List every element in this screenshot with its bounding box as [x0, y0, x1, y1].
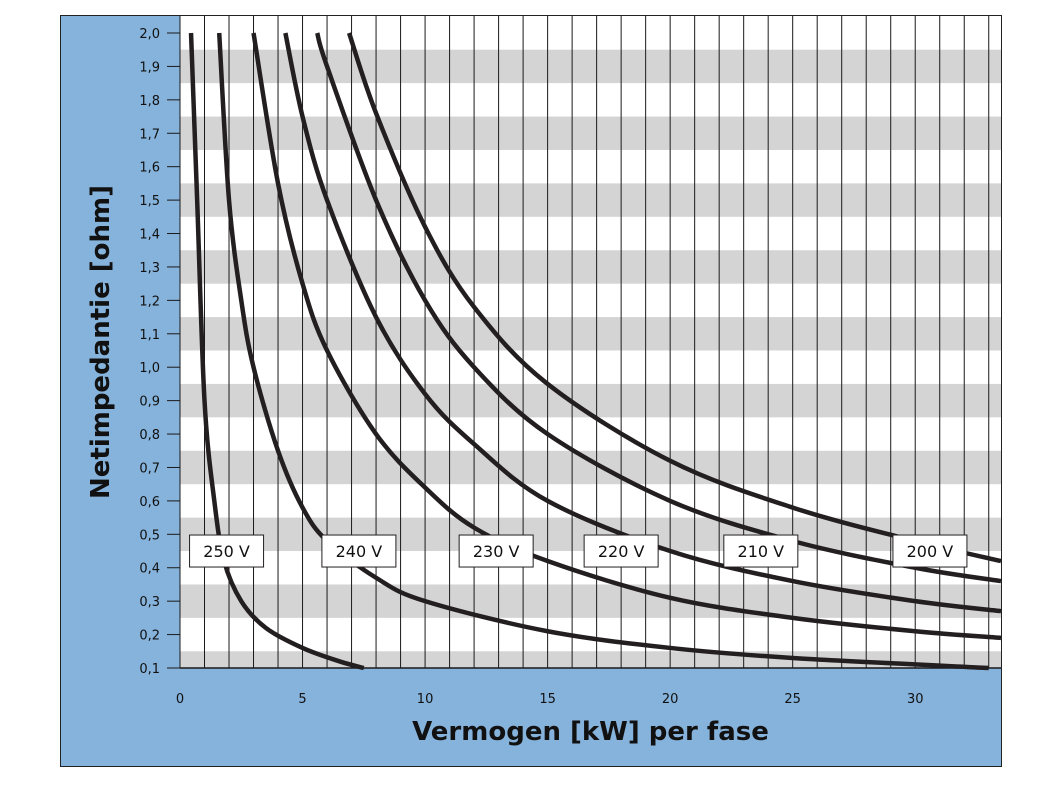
- series-label-4: 210 V: [723, 534, 799, 568]
- series-label-0: 250 V: [189, 534, 265, 568]
- series-label-text: 240 V: [336, 542, 383, 561]
- x-tick-label: 20: [662, 692, 679, 707]
- y-tick-labels: 0,1 0,2 0,3 0,4 0,5 0,6 0,7 0,8 0,9 1,0 1,1 1,2 1,3 1…: [139, 27, 180, 677]
- y-tick-label: 1,8: [139, 94, 160, 109]
- y-tick-label: 1,6: [139, 161, 160, 176]
- series-label-5: 200 V: [892, 534, 968, 568]
- grid-band: [180, 183, 1001, 217]
- y-tick-label: 1,4: [139, 228, 160, 243]
- x-tick-label: 30: [907, 692, 924, 707]
- grid-band: [180, 450, 1001, 485]
- series-label-box: [189, 534, 265, 568]
- chart-frame: 250 V 240 V 230 V 220 V 210 V 200 V 0,1 0,2 0,3…: [60, 15, 1002, 767]
- series-label-box: [723, 534, 799, 568]
- y-tick-label: 2,0: [139, 27, 160, 42]
- series-label-text: 200 V: [907, 542, 954, 561]
- series-label-3: 220 V: [583, 534, 659, 568]
- grid-band: [180, 49, 1001, 84]
- y-tick-label: 0,3: [139, 595, 160, 610]
- x-tick-label: 10: [417, 692, 434, 707]
- y-tick-label: 1,2: [139, 294, 160, 309]
- grid-band: [180, 116, 1001, 150]
- y-tick-label: 1,0: [139, 361, 160, 376]
- y-tick-label: 0,4: [139, 562, 160, 577]
- series-label-text: 250 V: [203, 542, 250, 561]
- y-tick-label: 1,9: [139, 60, 160, 75]
- grid-band: [180, 317, 1001, 351]
- grid-band: [180, 584, 1001, 618]
- y-tick-label: 0,1: [139, 662, 160, 677]
- y-tick-label: 1,5: [139, 194, 160, 209]
- series-line-3: [283, 32, 1002, 614]
- series-label-text: 230 V: [473, 542, 520, 561]
- series-label-box: [892, 534, 968, 568]
- y-tick-label: 0,7: [139, 461, 160, 476]
- impedance-chart: 250 V 240 V 230 V 220 V 210 V 200 V 0,1 0,2 0,3…: [86, 16, 1002, 747]
- y-tick-label: 1,3: [139, 261, 160, 276]
- y-tick-label: 0,2: [139, 629, 160, 644]
- x-tick-label: 15: [539, 692, 556, 707]
- y-tick-label: 1,7: [139, 127, 160, 142]
- y-tick-label: 0,5: [139, 528, 160, 543]
- x-tick-label: 25: [784, 692, 801, 707]
- series-line-4: [315, 32, 1002, 584]
- y-tick-label: 0,9: [139, 395, 160, 410]
- grid-bands: [180, 16, 1001, 668]
- series-label-2: 230 V: [458, 534, 534, 568]
- x-tick-label: 5: [298, 692, 306, 707]
- series-label-box: [458, 534, 534, 568]
- series-label-1: 240 V: [321, 534, 397, 568]
- y-tick-label: 1,1: [139, 328, 160, 343]
- series-line-2: [251, 32, 1002, 641]
- series-label-box: [321, 534, 397, 568]
- series-line-5: [346, 32, 1002, 564]
- curve-labels: 250 V 240 V 230 V 220 V 210 V 200 V: [189, 534, 968, 568]
- series-label-text: 210 V: [738, 542, 785, 561]
- y-tick-label: 0,6: [139, 495, 160, 510]
- x-tick-labels: 0 5 10 15 20 25 30: [176, 692, 924, 707]
- series-label-box: [583, 534, 659, 568]
- y-tick-label: 0,8: [139, 428, 160, 443]
- series-label-text: 220 V: [598, 542, 645, 561]
- x-tick-label: 0: [176, 692, 184, 707]
- y-axis-title: Netimpedantie [ohm]: [86, 185, 116, 499]
- x-axis-title: Vermogen [kW] per fase: [412, 717, 769, 747]
- grid-band: [180, 651, 1001, 668]
- grid-band: [180, 250, 1001, 284]
